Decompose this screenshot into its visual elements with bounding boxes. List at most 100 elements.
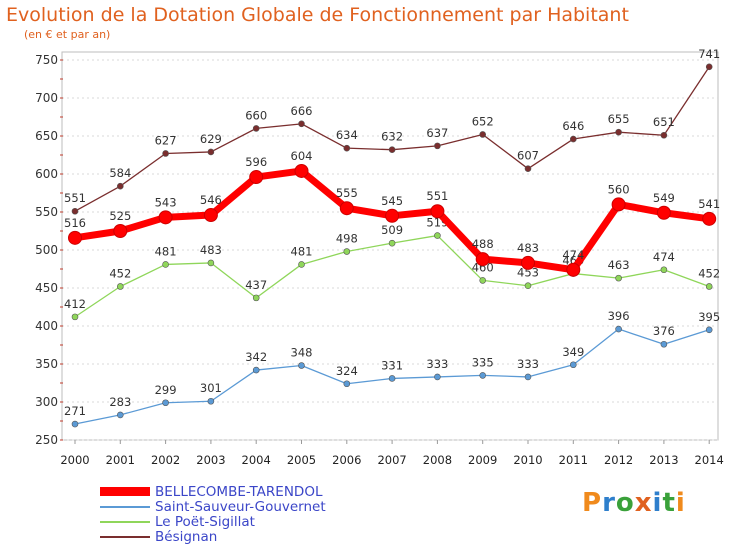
logo-letter: i [652, 488, 663, 518]
series-saint-sauveur-gouvernet-data-label: 324 [336, 364, 358, 378]
series-saint-sauveur-gouvernet-point [705, 326, 713, 334]
series-besignan-point [660, 131, 668, 139]
plot-area [61, 51, 719, 441]
series-bellecombe-tarendol-data-label: 560 [608, 182, 630, 196]
legend-swatch [100, 506, 150, 508]
series-le-poet-sigillat-point [660, 266, 668, 274]
y-tick-label: 600 [35, 167, 58, 181]
series-besignan-data-label: 652 [472, 114, 494, 128]
x-tick-label: 2005 [287, 453, 316, 467]
series-saint-sauveur-gouvernet-data-label: 335 [472, 355, 494, 369]
x-tick-label: 2009 [468, 453, 497, 467]
y-tick-label: 300 [35, 395, 58, 409]
x-tick-label: 2012 [604, 453, 633, 467]
series-bellecombe-tarendol-point [430, 204, 445, 219]
series-bellecombe-tarendol-point [294, 163, 309, 178]
legend-label: Saint-Sauveur-Gouvernet [155, 499, 326, 515]
series-bellecombe-tarendol-point [656, 205, 671, 220]
y-tick-label: 400 [35, 319, 58, 333]
y-tick-label: 750 [35, 53, 58, 67]
chart-subtitle: (en € et par an) [24, 28, 111, 41]
series-saint-sauveur-gouvernet-point [524, 373, 532, 381]
series-le-poet-sigillat-point [117, 283, 124, 290]
series-besignan-point [705, 63, 713, 71]
series-le-poet-sigillat-point [388, 239, 396, 247]
series-bellecombe-tarendol-data-label: 541 [698, 197, 720, 211]
series-bellecombe-tarendol-data-label: 488 [472, 237, 494, 251]
legend-label: BELLECOMBE-TARENDOL [155, 484, 323, 500]
legend-swatch [100, 487, 150, 496]
series-le-poet-sigillat-point [479, 277, 487, 284]
series-le-poet-sigillat-point [252, 294, 260, 302]
series-bellecombe-tarendol-data-label: 516 [64, 216, 86, 230]
series-bellecombe-tarendol-point [158, 210, 173, 225]
series-saint-sauveur-gouvernet-data-label: 299 [155, 383, 177, 397]
series-besignan-point [71, 207, 79, 215]
series-le-poet-sigillat-point [298, 261, 305, 268]
series-besignan-point [117, 182, 124, 190]
series-le-poet-sigillat-point [343, 248, 351, 255]
series-bellecombe-tarendol-point [566, 262, 581, 277]
series-saint-sauveur-gouvernet-point [615, 325, 622, 333]
series-saint-sauveur-gouvernet-data-label: 333 [426, 357, 448, 371]
series-le-poet-sigillat-point [434, 232, 441, 239]
x-tick-label: 2004 [242, 453, 271, 467]
series-bellecombe-tarendol-point [475, 252, 490, 267]
series-besignan-point [298, 120, 305, 128]
series-saint-sauveur-gouvernet-data-label: 395 [698, 310, 720, 324]
series-le-poet-sigillat-data-label: 481 [291, 244, 313, 258]
series-besignan-data-label: 660 [245, 108, 267, 122]
series-le-poet-sigillat-point [162, 261, 169, 268]
series-saint-sauveur-gouvernet-point [298, 362, 305, 369]
series-saint-sauveur-gouvernet-point [117, 411, 124, 419]
series-besignan-point [569, 135, 577, 143]
series-bellecombe-tarendol-point [203, 208, 218, 223]
logo-letter: x [634, 488, 653, 518]
series-bellecombe-tarendol-data-label: 474 [562, 248, 584, 262]
series-besignan-point [343, 144, 351, 152]
series-bellecombe-tarendol-data-label: 604 [291, 149, 313, 163]
chart-title: Evolution de la Dotation Globale de Fonc… [6, 4, 629, 26]
series-saint-sauveur-gouvernet-point [252, 366, 260, 374]
series-besignan-data-label: 584 [109, 166, 131, 180]
y-tick-label: 250 [35, 433, 58, 447]
series-saint-sauveur-gouvernet-data-label: 301 [200, 381, 222, 395]
series-saint-sauveur-gouvernet-data-label: 376 [653, 324, 675, 338]
series-bellecombe-tarendol-data-label: 545 [381, 194, 403, 208]
series-saint-sauveur-gouvernet-data-label: 271 [64, 404, 86, 418]
series-saint-sauveur-gouvernet-data-label: 333 [517, 357, 539, 371]
series-besignan-data-label: 646 [562, 119, 584, 133]
series-le-poet-sigillat-data-label: 509 [381, 223, 403, 237]
series-bellecombe-tarendol-data-label: 549 [653, 191, 675, 205]
series-le-poet-sigillat-data-label: 474 [653, 250, 675, 264]
series-saint-sauveur-gouvernet-data-label: 283 [109, 395, 131, 409]
series-besignan-data-label: 655 [608, 112, 630, 126]
series-saint-sauveur-gouvernet-point [434, 373, 441, 381]
series-besignan-point [524, 165, 532, 172]
legend-label: Bésignan [155, 529, 218, 545]
logo-letter: r [602, 488, 616, 518]
logo-letter: P [582, 488, 603, 518]
x-tick-label: 2013 [649, 453, 678, 467]
series-le-poet-sigillat-data-label: 460 [472, 260, 494, 274]
series-besignan-point [434, 142, 441, 150]
series-bellecombe-tarendol-data-label: 551 [426, 189, 448, 203]
series-saint-sauveur-gouvernet-data-label: 396 [608, 309, 630, 323]
series-besignan-data-label: 627 [155, 133, 177, 147]
series-besignan-data-label: 666 [291, 104, 313, 118]
y-tick-label: 500 [35, 243, 58, 257]
series-bellecombe-tarendol-data-label: 555 [336, 186, 358, 200]
series-besignan-data-label: 634 [336, 128, 358, 142]
x-tick-label: 2008 [423, 453, 452, 467]
series-bellecombe-tarendol-point [521, 255, 535, 270]
series-besignan-point [479, 131, 487, 138]
series-bellecombe-tarendol-data-label: 543 [155, 195, 177, 209]
series-besignan-point [207, 148, 215, 156]
series-besignan-data-label: 632 [381, 130, 403, 144]
series-bellecombe-tarendol-point [68, 230, 82, 245]
series-saint-sauveur-gouvernet-point [343, 380, 351, 388]
series-besignan-data-label: 551 [64, 191, 86, 205]
y-tick-label: 350 [35, 357, 58, 371]
y-tick-label: 650 [35, 129, 58, 143]
